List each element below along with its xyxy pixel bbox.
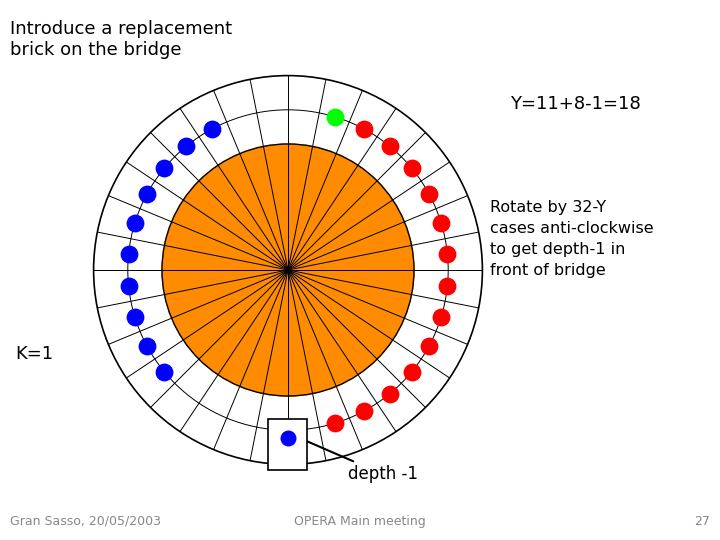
Point xyxy=(181,142,192,151)
Point xyxy=(141,190,153,199)
Point xyxy=(158,164,170,173)
Circle shape xyxy=(162,144,414,396)
Text: OPERA Main meeting: OPERA Main meeting xyxy=(294,515,426,528)
Point xyxy=(406,164,418,173)
Point xyxy=(123,250,135,259)
Point xyxy=(423,341,435,350)
Text: 27: 27 xyxy=(694,515,710,528)
Text: Introduce a replacement
brick on the bridge: Introduce a replacement brick on the bri… xyxy=(10,20,232,59)
Point xyxy=(282,434,294,442)
Text: Rotate by 32-Y
cases anti-clockwise
to get depth-1 in
front of bridge: Rotate by 32-Y cases anti-clockwise to g… xyxy=(490,200,654,278)
Point xyxy=(329,419,341,428)
Point xyxy=(129,312,140,321)
Point xyxy=(441,250,453,259)
Point xyxy=(423,190,435,199)
Text: Y=11+8-1=18: Y=11+8-1=18 xyxy=(510,95,641,113)
Point xyxy=(141,341,153,350)
Point xyxy=(207,124,218,133)
Point xyxy=(436,312,447,321)
Point xyxy=(123,281,135,290)
Point xyxy=(406,367,418,376)
Bar xyxy=(268,418,307,470)
Point xyxy=(329,112,341,121)
Point xyxy=(358,124,369,133)
Point xyxy=(129,219,140,228)
Text: Gran Sasso, 20/05/2003: Gran Sasso, 20/05/2003 xyxy=(10,515,161,528)
Point xyxy=(441,281,453,290)
Point xyxy=(158,367,170,376)
Text: depth -1: depth -1 xyxy=(297,437,418,483)
Text: K=1: K=1 xyxy=(15,345,53,363)
Point xyxy=(384,142,395,151)
Point xyxy=(358,407,369,416)
Point xyxy=(436,219,447,228)
Circle shape xyxy=(94,76,482,464)
Point xyxy=(384,389,395,398)
